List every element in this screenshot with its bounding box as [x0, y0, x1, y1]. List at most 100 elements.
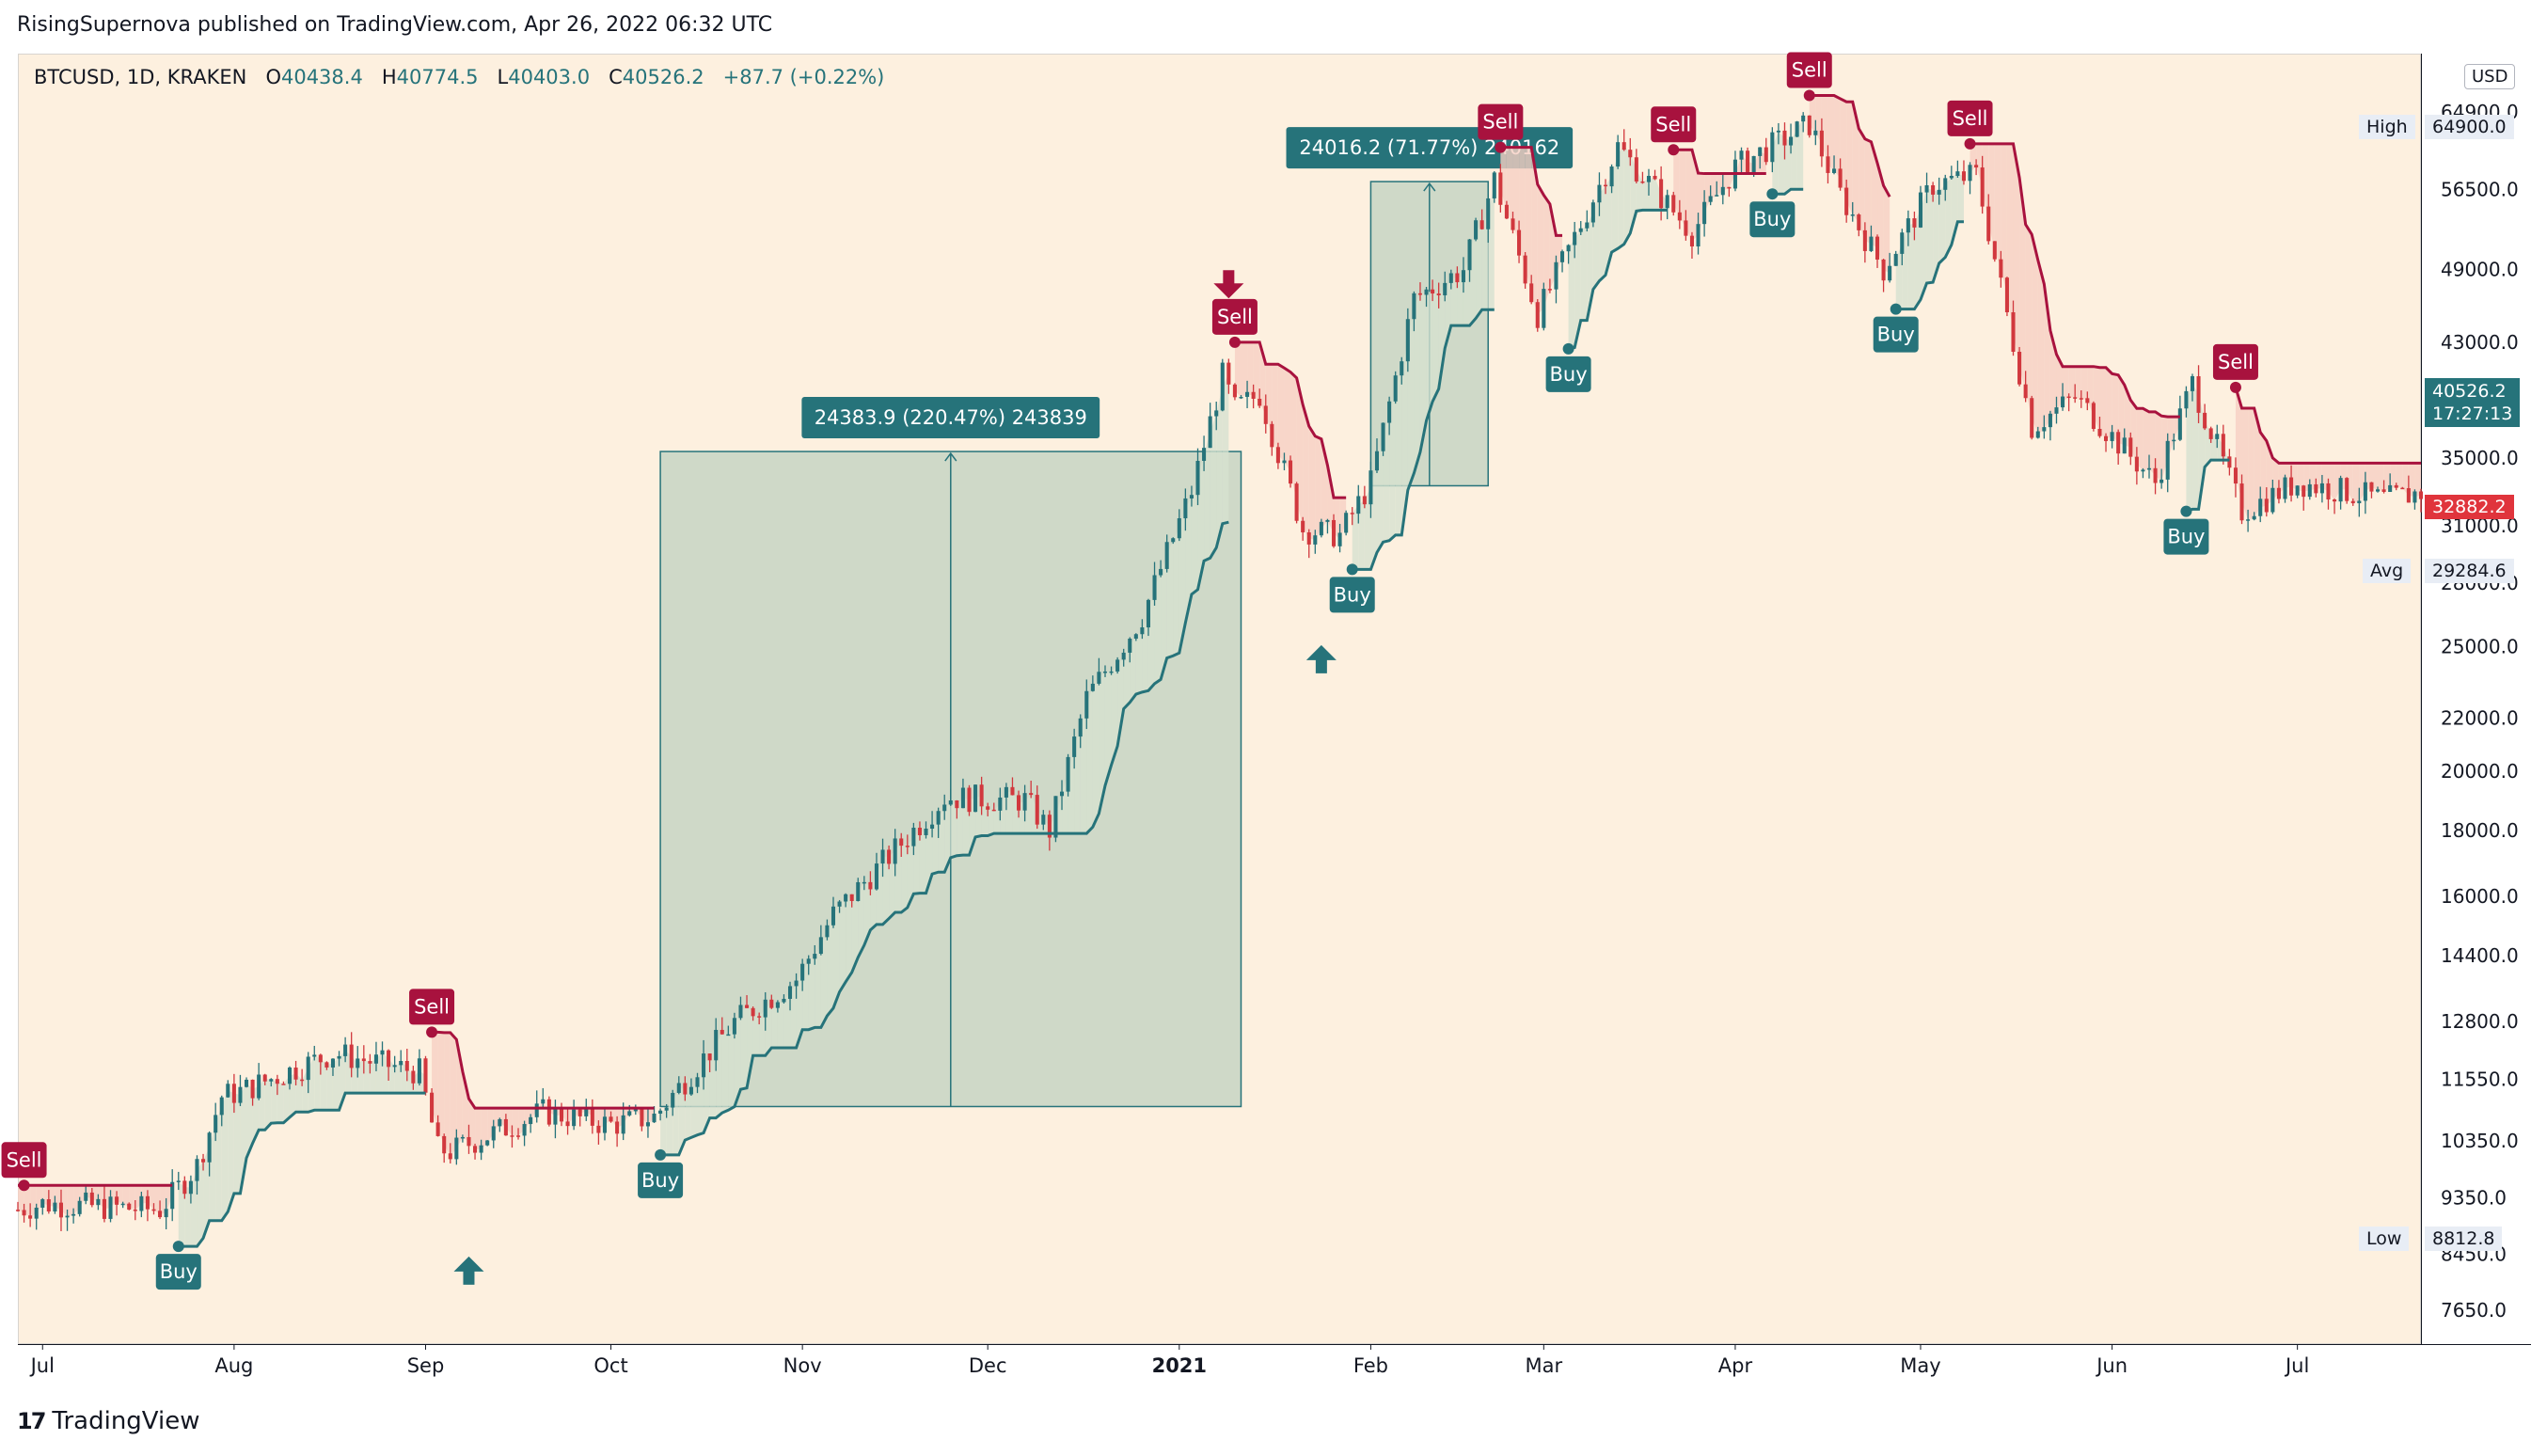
candle-body	[1368, 470, 1373, 505]
price-tick-label-14: 11550.0	[2441, 1068, 2519, 1090]
candle-body	[1968, 165, 1972, 182]
trend-band	[2191, 383, 2199, 510]
candle-body	[1831, 168, 1837, 173]
signal-badge-12	[1947, 100, 1993, 136]
candle-body	[714, 1029, 719, 1061]
trend-band	[882, 856, 890, 925]
candle-body	[1337, 532, 1342, 546]
candle-body	[813, 954, 817, 959]
avg-tag-value: 29284.6	[2425, 559, 2514, 583]
signal-dot-12	[1964, 137, 1976, 150]
candle-body	[1912, 218, 1917, 228]
trend-band	[370, 1058, 376, 1094]
candle-body	[1659, 179, 1664, 209]
trend-band	[289, 1073, 296, 1117]
candle-body	[84, 1192, 88, 1201]
candle-body	[2369, 482, 2374, 492]
time-axis[interactable]	[18, 1344, 2531, 1390]
trend-band	[1426, 291, 1433, 421]
candle-body	[658, 1110, 663, 1115]
signal-badge-10	[1786, 52, 1832, 88]
candle-body	[1776, 130, 1780, 133]
candle-body	[2283, 477, 2287, 499]
candle-body	[2159, 479, 2164, 483]
trend-band	[1419, 292, 1427, 452]
signal-label-12: Sell	[1953, 107, 1988, 130]
low-label: L	[497, 66, 509, 88]
last-price-tag: 40526.2 17:27:13	[2425, 378, 2521, 427]
candle-body	[15, 1210, 21, 1211]
candle-body	[1511, 218, 1515, 230]
trend-band	[1481, 214, 1489, 310]
candle-body	[2326, 483, 2331, 500]
trend-band	[332, 1057, 340, 1111]
candle-body	[775, 1002, 780, 1008]
signal-dot-13	[2180, 505, 2192, 517]
candle-body	[2011, 312, 2016, 353]
candle-body	[782, 998, 786, 1003]
trend-band	[2396, 463, 2403, 488]
trend-band	[277, 1081, 284, 1123]
time-tick-label-9: Apr	[1718, 1354, 1753, 1377]
symbol-ohlc-legend: BTCUSD, 1D, KRAKEN O40438.4 H40774.5 L40…	[34, 66, 884, 88]
trend-band	[406, 1066, 414, 1094]
trend-band	[1191, 477, 1198, 594]
candle-body	[214, 1115, 218, 1133]
trend-band	[1179, 508, 1186, 654]
trend-band	[1352, 504, 1359, 570]
footer-brand[interactable]: 17 TradingView	[17, 1407, 200, 1435]
signal-label-4: Sell	[1217, 306, 1253, 328]
trend-band	[2075, 366, 2081, 399]
trend-band	[759, 1008, 766, 1056]
candle-body	[602, 1116, 608, 1133]
candle-body	[856, 881, 861, 901]
price-axis[interactable]	[2421, 54, 2532, 1344]
candle-body	[868, 881, 873, 890]
trend-band	[796, 972, 803, 1048]
trend-band	[1883, 185, 1890, 274]
candle-body	[1090, 683, 1095, 691]
trend-band	[666, 1100, 673, 1155]
candle-body	[1881, 259, 1886, 281]
candle-body	[337, 1055, 341, 1059]
candle-body	[293, 1068, 298, 1080]
candle-body	[1004, 786, 1008, 798]
time-tick-label-1: Aug	[214, 1354, 253, 1377]
trend-band	[2378, 463, 2384, 491]
trend-band	[962, 798, 970, 856]
candle-body	[1177, 518, 1181, 539]
candle-body	[1782, 130, 1787, 146]
trend-band	[1642, 179, 1649, 211]
candle-body	[1436, 293, 1441, 295]
trend-band	[1210, 413, 1217, 559]
candle-body	[633, 1109, 638, 1112]
trend-band	[1599, 185, 1606, 281]
trend-band	[734, 1011, 741, 1107]
candle-body	[1578, 228, 1583, 232]
trend-band	[808, 956, 815, 1030]
trend-band	[1722, 173, 1730, 192]
candle-body	[195, 1159, 199, 1181]
candle-body	[1517, 229, 1522, 256]
trend-band	[2037, 260, 2045, 435]
trend-band	[1308, 426, 1316, 541]
candle-body	[1400, 361, 1404, 376]
candle-body	[2177, 408, 2182, 440]
trend-band	[1414, 293, 1420, 474]
candle-body	[287, 1068, 293, 1084]
trend-band	[2155, 411, 2162, 482]
candle-body	[905, 846, 910, 847]
candle-body	[732, 1018, 736, 1035]
trend-band	[512, 1108, 519, 1136]
candle-body	[176, 1180, 181, 1182]
candle-body	[454, 1137, 459, 1160]
trailing-stop-line	[660, 520, 1229, 1157]
candle-body	[979, 784, 984, 807]
candle-body	[1900, 232, 1905, 254]
trend-band	[2143, 408, 2150, 471]
candle-body	[2276, 487, 2281, 499]
candle-body	[399, 1060, 403, 1066]
candle-body	[1424, 289, 1429, 295]
currency-button[interactable]: USD	[2464, 64, 2516, 89]
candle-body	[1746, 150, 1750, 172]
